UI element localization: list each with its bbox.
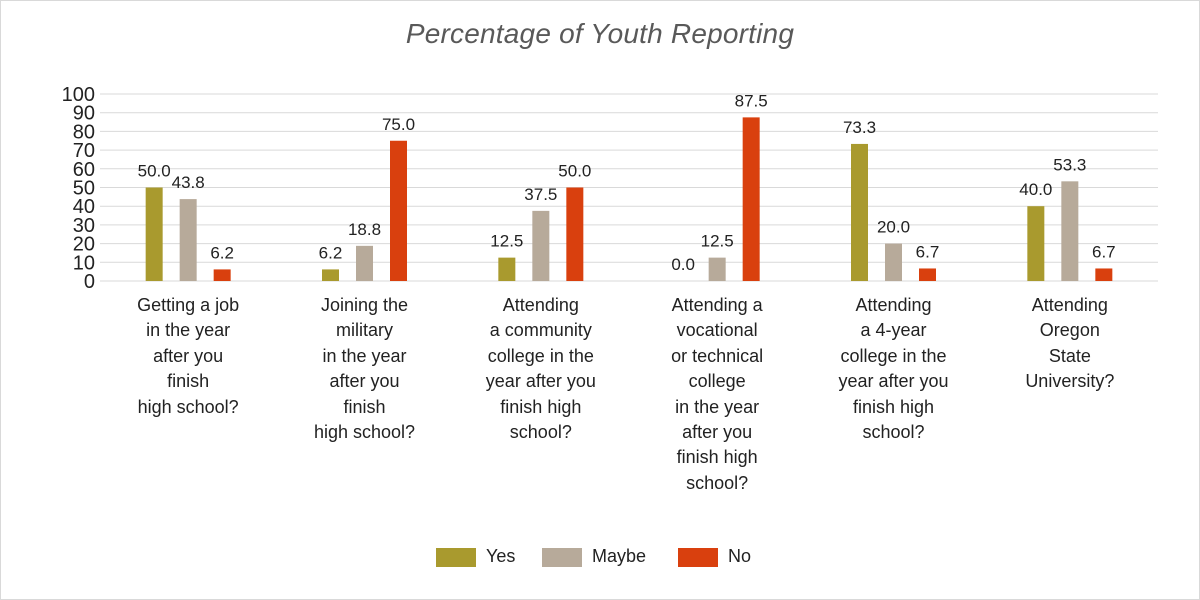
bar-maybe-4 <box>885 243 902 281</box>
y-tick-label: 10 <box>73 252 95 274</box>
bar-maybe-0 <box>179 199 197 281</box>
y-tick-label: 50 <box>73 178 95 200</box>
bar-yes-0 <box>145 187 163 281</box>
bar-no-3 <box>742 117 760 281</box>
bar-maybe-1 <box>356 245 373 281</box>
data-label-no-5: 6.7 <box>1092 242 1116 261</box>
bar-yes-5 <box>1027 206 1045 281</box>
data-label-yes-0: 50.0 <box>138 162 171 181</box>
bar-no-5 <box>1095 268 1113 281</box>
bar-yes-1 <box>322 269 339 281</box>
x-category-label: Joining the military in the year after you f… <box>313 295 416 443</box>
data-label-yes-3: 0.0 <box>671 255 695 274</box>
data-label-no-3: 87.5 <box>735 91 768 110</box>
data-label-maybe-5: 53.3 <box>1053 155 1086 174</box>
y-tick-label: 70 <box>73 140 95 162</box>
y-tick-label: 100 <box>62 84 95 106</box>
data-label-maybe-1: 18.8 <box>348 220 381 239</box>
legend-swatch <box>542 548 582 567</box>
y-tick-label: 80 <box>73 121 95 143</box>
y-tick-label: 40 <box>73 196 95 218</box>
legend-swatch <box>678 548 718 567</box>
x-category-label: Attending a vocational or technical college… <box>671 295 764 493</box>
bar-no-1 <box>390 140 407 281</box>
x-category-label: Attending a 4-year college in the year afte… <box>838 295 949 443</box>
data-label-no-4: 6.7 <box>916 242 940 261</box>
bar-no-0 <box>213 269 231 281</box>
y-tick-label: 60 <box>73 159 95 181</box>
data-label-maybe-4: 20.0 <box>877 218 910 237</box>
y-tick-label: 20 <box>73 234 95 256</box>
data-label-maybe-0: 43.8 <box>172 173 205 192</box>
bar-yes-4 <box>851 143 868 281</box>
y-tick-label: 0 <box>84 271 95 293</box>
x-category-label: Attending Oregon State University? <box>1025 295 1115 392</box>
y-tick-label: 90 <box>73 103 95 125</box>
data-label-yes-4: 73.3 <box>843 118 876 137</box>
data-label-yes-1: 6.2 <box>319 243 343 262</box>
legend-swatch <box>436 548 476 567</box>
x-category-label: Getting a job in the year after you finish h… <box>137 295 240 417</box>
data-label-no-1: 75.0 <box>382 115 415 134</box>
x-category-label: Attending a community college in the year a… <box>485 295 596 443</box>
bar-yes-2 <box>498 257 516 281</box>
bar-maybe-2 <box>532 210 550 281</box>
y-tick-label: 30 <box>73 215 95 237</box>
data-label-no-0: 6.2 <box>210 243 234 262</box>
bar-no-2 <box>566 187 584 281</box>
data-label-yes-2: 12.5 <box>490 232 523 251</box>
legend-label: Yes <box>486 546 516 566</box>
bar-no-4 <box>919 268 936 281</box>
legend-label: Maybe <box>592 546 647 566</box>
bar-maybe-3 <box>708 257 726 281</box>
data-label-maybe-2: 37.5 <box>524 185 557 204</box>
data-label-maybe-3: 12.5 <box>701 232 734 251</box>
bar-maybe-5 <box>1061 181 1079 281</box>
data-label-yes-5: 40.0 <box>1019 180 1052 199</box>
data-label-no-2: 50.0 <box>558 162 591 181</box>
legend: Yes Maybe No <box>0 545 1200 571</box>
legend-label: No <box>728 546 752 566</box>
chart-title: Percentage of Youth Reporting <box>405 18 795 49</box>
